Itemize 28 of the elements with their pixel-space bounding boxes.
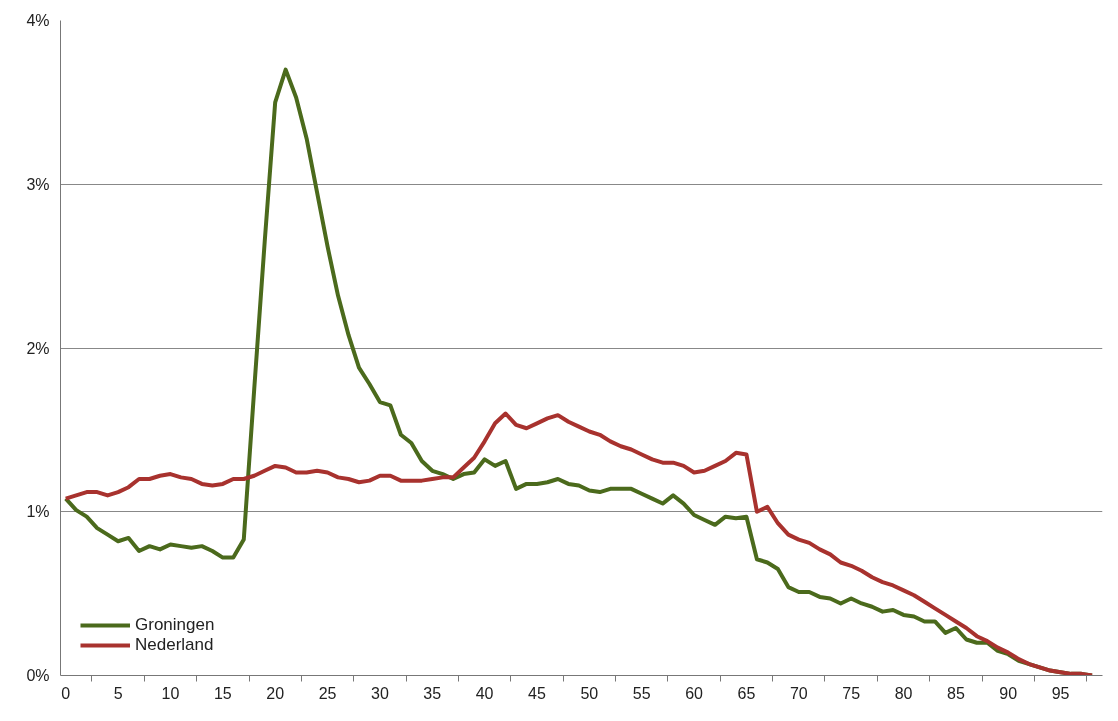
x-tick-label: 5 bbox=[113, 684, 123, 702]
y-tick-label: 2% bbox=[26, 339, 50, 357]
x-tick-label: 20 bbox=[266, 684, 285, 702]
x-tick-label: 85 bbox=[946, 684, 965, 702]
legend-label: Nederland bbox=[135, 635, 214, 655]
x-tick-label: 0 bbox=[61, 684, 71, 702]
x-tick-label: 35 bbox=[423, 684, 442, 702]
x-tick-label: 15 bbox=[213, 684, 232, 702]
y-tick-label: 4% bbox=[26, 12, 50, 29]
x-tick-label: 25 bbox=[318, 684, 337, 702]
x-tick-label: 80 bbox=[894, 684, 913, 702]
y-tick-label: 0% bbox=[26, 667, 50, 684]
x-tick-label: 70 bbox=[789, 684, 808, 702]
x-tick-label: 50 bbox=[580, 684, 599, 702]
x-tick-label: 75 bbox=[842, 684, 861, 702]
line-series bbox=[63, 411, 1095, 676]
legend-label: Groningen bbox=[135, 615, 215, 635]
x-tick-label: 65 bbox=[737, 684, 756, 702]
y-tick-label: 3% bbox=[26, 175, 50, 193]
x-tick-label: 55 bbox=[632, 684, 651, 702]
x-tick-label: 95 bbox=[1051, 684, 1070, 702]
x-tick-label: 90 bbox=[999, 684, 1018, 702]
x-tick-label: 60 bbox=[685, 684, 704, 702]
x-tick-label: 45 bbox=[528, 684, 546, 702]
y-tick-label: 1% bbox=[26, 503, 50, 521]
x-tick-label: 40 bbox=[475, 684, 494, 702]
x-tick-label: 10 bbox=[161, 684, 180, 702]
x-tick-label: 30 bbox=[371, 684, 389, 702]
